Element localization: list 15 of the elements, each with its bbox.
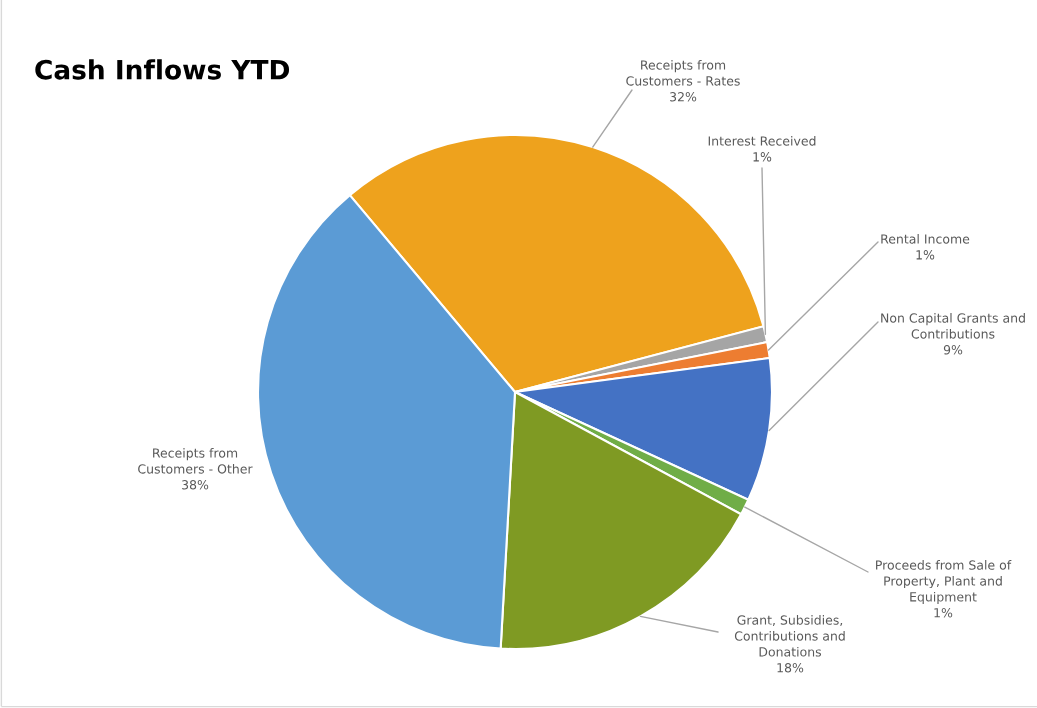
data-label: 32% [670, 92, 697, 102]
slice-label: Receipts from Customers - Other [138, 448, 253, 474]
chart-title: Cash Inflows YTD [35, 59, 290, 80]
slice-label: Receipts from Customers - Rates [626, 60, 740, 86]
data-label: 38% [182, 480, 209, 490]
data-label: 1% [934, 608, 953, 618]
data-label: 9% [943, 345, 963, 355]
data-label: 1% [753, 152, 772, 162]
slice-label: Rental Income [881, 234, 970, 244]
slice-label: Non Capital Grants and Contributions [881, 313, 1025, 339]
data-label: 18% [777, 663, 804, 673]
data-label: 1% [916, 250, 935, 260]
slice-label: Grant, Subsidies, Contributions and Donations [734, 615, 845, 657]
slice-label: Proceeds from Sale of Property, Plant and Equipment [876, 560, 1012, 604]
slice-label: Interest Received [708, 136, 816, 146]
